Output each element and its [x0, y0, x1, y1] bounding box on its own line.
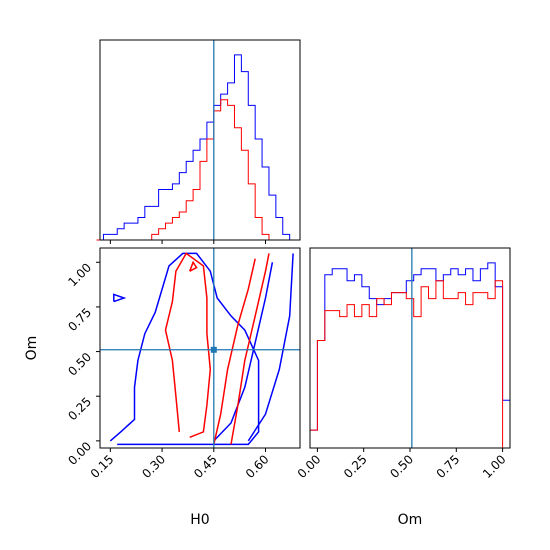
joint-xtick-label-0: 0.15 — [88, 452, 117, 481]
joint-ytick-label-2: 0.50 — [65, 350, 94, 379]
h0-hist-series-0 — [96, 54, 297, 241]
joint-xtick-label-3: 0.60 — [243, 452, 272, 481]
joint-xlabel: H0 — [190, 512, 209, 528]
om-xtick-label-2: 0.50 — [387, 452, 416, 481]
contour-line-2 — [247, 253, 294, 442]
joint-xtick-label-1: 0.30 — [139, 452, 168, 481]
om-xtick-label-1: 0.25 — [341, 452, 370, 481]
contour-line-1 — [213, 262, 274, 442]
om-xtick-label-0: 0.00 — [295, 452, 324, 481]
joint-ylabel: Om — [24, 336, 40, 361]
truth-marker — [210, 346, 217, 353]
contour-line-6 — [230, 253, 270, 445]
contour-line-5 — [213, 258, 256, 445]
h0-hist-series-1 — [96, 99, 297, 241]
joint-ytick-label-1: 0.25 — [65, 394, 94, 423]
joint-frame — [99, 247, 301, 449]
contour-line-7 — [188, 260, 198, 272]
joint-contours — [109, 252, 294, 446]
joint-ytick-label-3: 0.75 — [65, 305, 94, 334]
joint-xtick-label-2: 0.45 — [191, 452, 220, 481]
om-hist-series-0 — [309, 262, 511, 448]
contour-line-3 — [113, 293, 127, 303]
om-xtick-label-4: 1.00 — [480, 452, 509, 481]
om-hist-series-1 — [309, 280, 510, 449]
joint-ytick-label-4: 1.00 — [65, 261, 94, 290]
om-xtick-label-3: 0.75 — [434, 452, 463, 481]
contour-line-0 — [109, 252, 260, 446]
om-xlabel: Om — [398, 512, 423, 528]
h0-hist-frame — [99, 39, 301, 241]
contour-line-4 — [164, 252, 212, 438]
joint-ytick-label-0: 0.00 — [65, 439, 94, 468]
